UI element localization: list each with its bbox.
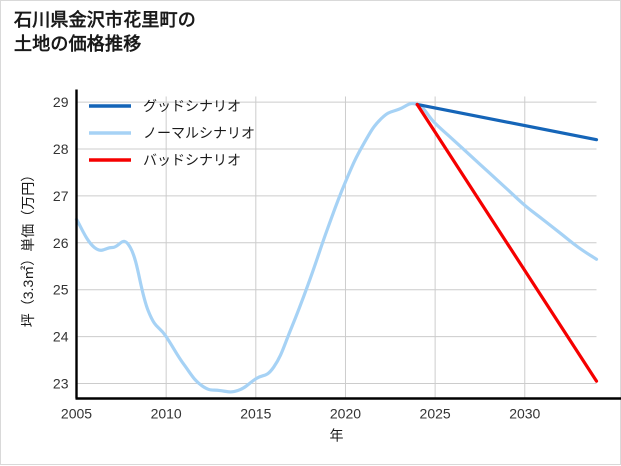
series-line-good bbox=[417, 104, 596, 139]
series-line-normal bbox=[77, 103, 597, 391]
x-tick-label: 2030 bbox=[509, 406, 540, 422]
y-tick-label: 29 bbox=[53, 94, 69, 110]
x-tick-label: 2005 bbox=[61, 406, 92, 422]
x-tick-label: 2020 bbox=[330, 406, 361, 422]
legend-label: グッドシナリオ bbox=[143, 98, 241, 114]
y-axis-title: 坪（3.3㎡）単価（万円） bbox=[20, 168, 36, 327]
y-tick-label: 26 bbox=[53, 235, 69, 251]
y-tick-label: 25 bbox=[53, 282, 69, 298]
legend-label: ノーマルシナリオ bbox=[143, 125, 255, 141]
legend-label: バッドシナリオ bbox=[143, 152, 241, 168]
y-tick-label: 27 bbox=[53, 188, 69, 204]
legend-item[interactable]: バッドシナリオ bbox=[89, 152, 241, 168]
y-tick-label: 28 bbox=[53, 141, 69, 157]
y-tick-label: 24 bbox=[53, 329, 69, 345]
legend-item[interactable]: グッドシナリオ bbox=[89, 98, 241, 114]
x-tick-label: 2010 bbox=[151, 406, 182, 422]
axis-titles: 年 坪（3.3㎡）単価（万円） bbox=[20, 168, 344, 444]
x-tick-labels: 2005 2010 2015 2020 2025 2030 bbox=[61, 406, 541, 422]
y-tick-labels: 23 24 25 26 27 28 29 bbox=[53, 94, 69, 391]
x-tick-label: 2015 bbox=[240, 406, 271, 422]
legend-item[interactable]: ノーマルシナリオ bbox=[89, 125, 255, 141]
series-lines bbox=[77, 103, 597, 391]
gridlines bbox=[77, 97, 597, 399]
y-tick-label: 23 bbox=[53, 375, 69, 391]
x-tick-label: 2025 bbox=[420, 406, 451, 422]
x-axis-title: 年 bbox=[330, 428, 344, 444]
